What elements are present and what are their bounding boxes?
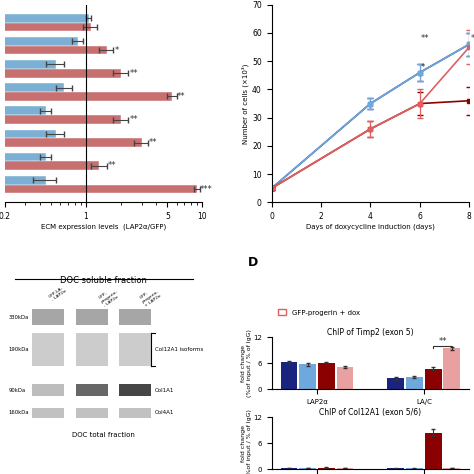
- Bar: [0, 92, 172, 101]
- Bar: [387, 378, 404, 389]
- Text: D: D: [248, 256, 258, 269]
- Text: Col1A1: Col1A1: [155, 388, 174, 392]
- Text: 90kDa: 90kDa: [9, 388, 26, 392]
- FancyBboxPatch shape: [32, 408, 64, 418]
- Bar: [0, 176, 46, 185]
- Text: **: **: [421, 35, 429, 44]
- Bar: [0, 69, 121, 78]
- Text: **: **: [149, 138, 157, 147]
- Text: DOC soluble fraction: DOC soluble fraction: [60, 275, 147, 284]
- Bar: [337, 367, 354, 389]
- Bar: [0, 37, 78, 46]
- Bar: [406, 377, 423, 389]
- Bar: [425, 369, 442, 389]
- Legend: GFP-progerin + dox: GFP-progerin + dox: [275, 307, 363, 319]
- Text: 160kDa: 160kDa: [9, 410, 29, 415]
- Text: **: **: [438, 337, 447, 346]
- Text: **: **: [129, 115, 138, 124]
- Text: *: *: [421, 63, 425, 72]
- FancyBboxPatch shape: [76, 408, 108, 418]
- FancyBboxPatch shape: [119, 333, 151, 366]
- Text: *: *: [471, 35, 474, 44]
- Bar: [425, 433, 442, 469]
- Bar: [281, 468, 297, 469]
- X-axis label: Days of doxycycline induction (days): Days of doxycycline induction (days): [306, 224, 435, 230]
- Bar: [0, 153, 46, 162]
- FancyBboxPatch shape: [76, 384, 108, 396]
- Text: **: **: [177, 92, 185, 101]
- Text: 190kDa: 190kDa: [9, 347, 29, 352]
- Title: ChIP of Timp2 (exon 5): ChIP of Timp2 (exon 5): [327, 328, 414, 337]
- Text: **: **: [108, 161, 117, 170]
- Bar: [0, 162, 100, 170]
- Bar: [0, 46, 107, 55]
- FancyBboxPatch shape: [32, 333, 64, 366]
- Text: ***: ***: [200, 184, 213, 193]
- FancyBboxPatch shape: [119, 309, 151, 325]
- Title: ChIP of Col12A1 (exon 5/6): ChIP of Col12A1 (exon 5/6): [319, 408, 421, 417]
- FancyBboxPatch shape: [32, 384, 64, 396]
- Bar: [444, 348, 460, 389]
- FancyBboxPatch shape: [119, 384, 151, 396]
- Bar: [0, 115, 121, 124]
- Y-axis label: Number of cells (×10³): Number of cells (×10³): [242, 64, 249, 144]
- FancyBboxPatch shape: [119, 408, 151, 418]
- Text: *: *: [114, 46, 118, 55]
- X-axis label: ECM expression levels  (LAP2α/GFP): ECM expression levels (LAP2α/GFP): [41, 224, 166, 230]
- Bar: [0, 14, 89, 23]
- Text: 330kDa: 330kDa: [9, 315, 29, 319]
- Bar: [0, 106, 46, 115]
- Bar: [0, 138, 142, 147]
- FancyBboxPatch shape: [76, 309, 108, 325]
- Bar: [318, 363, 335, 389]
- Text: DOC total fraction: DOC total fraction: [72, 432, 135, 438]
- Text: Col12A1 isoforms: Col12A1 isoforms: [155, 347, 203, 352]
- Bar: [0, 23, 91, 31]
- FancyBboxPatch shape: [32, 309, 64, 325]
- Bar: [406, 468, 423, 469]
- Text: GFP-
progerin,
+ LAP2α: GFP- progerin, + LAP2α: [139, 285, 163, 308]
- Text: GFP-LA,
- LAP2α: GFP-LA, - LAP2α: [48, 285, 67, 302]
- Bar: [281, 362, 297, 389]
- Bar: [0, 129, 56, 138]
- Bar: [337, 468, 354, 469]
- FancyBboxPatch shape: [76, 333, 108, 366]
- Text: GFP-
progerin,
- LAP2α: GFP- progerin, - LAP2α: [98, 285, 121, 308]
- Bar: [318, 467, 335, 469]
- Bar: [299, 468, 316, 469]
- Text: Col4A1: Col4A1: [155, 410, 174, 415]
- Bar: [0, 83, 64, 92]
- Text: **: **: [129, 69, 138, 78]
- Bar: [0, 185, 197, 193]
- Y-axis label: fold change
(%of input / % of IgG): fold change (%of input / % of IgG): [241, 329, 252, 397]
- Bar: [444, 468, 460, 469]
- Y-axis label: fold change
(%of input / % of IgG): fold change (%of input / % of IgG): [241, 410, 252, 474]
- Bar: [387, 468, 404, 469]
- Bar: [0, 60, 56, 69]
- Bar: [299, 364, 316, 389]
